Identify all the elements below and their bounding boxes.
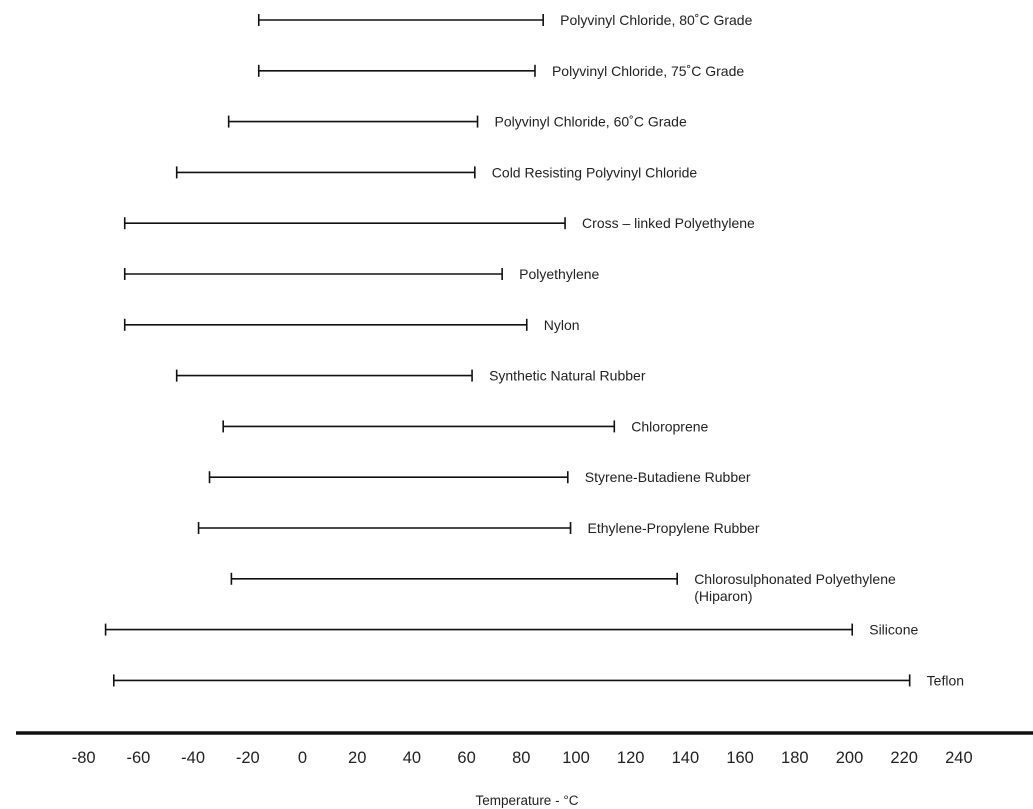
range-label: Ethylene-Propylene Rubber [588, 520, 760, 536]
x-tick-label: 160 [726, 749, 754, 767]
x-tick-label: -20 [236, 749, 260, 767]
range-label: Cross – linked Polyethylene [582, 215, 755, 231]
range-label: Polyvinyl Chloride, 80˚C Grade [560, 12, 752, 28]
range-bar: Synthetic Natural Rubber [175, 368, 646, 384]
x-tick-label: 80 [512, 749, 530, 767]
x-tick-label: 0 [298, 749, 307, 767]
x-tick-label: -60 [126, 749, 150, 767]
range-label: Chloroprene [631, 418, 708, 434]
range-label: Polyvinyl Chloride, 60˚C Grade [495, 114, 687, 130]
x-axis-title: Temperature - °C [476, 793, 579, 808]
range-label: Polyvinyl Chloride, 75˚C Grade [552, 63, 744, 79]
range-label: Teflon [927, 672, 964, 688]
range-bar: Nylon [123, 317, 580, 333]
range-label: Synthetic Natural Rubber [489, 368, 646, 384]
x-tick-label: 40 [403, 749, 421, 767]
range-label: Nylon [544, 317, 580, 333]
range-bar: Styrene-Butadiene Rubber [208, 469, 751, 485]
range-bar: Polyethylene [123, 266, 600, 282]
range-label: Styrene-Butadiene Rubber [585, 469, 751, 485]
range-label: Polyethylene [519, 266, 599, 282]
range-bar: Polyvinyl Chloride, 80˚C Grade [257, 12, 753, 28]
range-bar: Polyvinyl Chloride, 60˚C Grade [227, 114, 687, 130]
range-bar: Polyvinyl Chloride, 75˚C Grade [257, 63, 744, 79]
range-bar: Teflon [112, 672, 964, 688]
x-tick-label: 100 [562, 749, 590, 767]
x-tick-label: 200 [836, 749, 864, 767]
x-tick-label: 220 [890, 749, 918, 767]
range-bar: Chlorosulphonated Polyethylene (Hiparon) [230, 571, 896, 604]
range-bars: Polyvinyl Chloride, 80˚C Grade Polyvinyl … [104, 12, 964, 688]
x-tick-label: 180 [781, 749, 809, 767]
range-label: Silicone [869, 622, 918, 638]
range-bar: Chloroprene [222, 418, 709, 434]
x-tick-label: 120 [617, 749, 645, 767]
range-bar: Cold Resisting Polyvinyl Chloride [175, 164, 698, 180]
x-axis-tick-labels: -80 -60 -40 -20 0 20 40 60 80 100 120 140 160 180 200 2… [72, 749, 973, 767]
x-tick-label: -40 [181, 749, 205, 767]
x-tick-label: 60 [457, 749, 475, 767]
range-label: Cold Resisting Polyvinyl Chloride [492, 164, 698, 180]
range-label: Chlorosulphonated Polyethylene (Hiparon) [694, 571, 896, 604]
x-tick-label: 20 [348, 749, 366, 767]
range-bar: Ethylene-Propylene Rubber [197, 520, 760, 536]
range-bar: Silicone [104, 622, 918, 638]
x-tick-label: 140 [672, 749, 700, 767]
x-tick-label: -80 [72, 749, 96, 767]
range-bar: Cross – linked Polyethylene [123, 215, 755, 231]
x-tick-label: 240 [945, 749, 973, 767]
